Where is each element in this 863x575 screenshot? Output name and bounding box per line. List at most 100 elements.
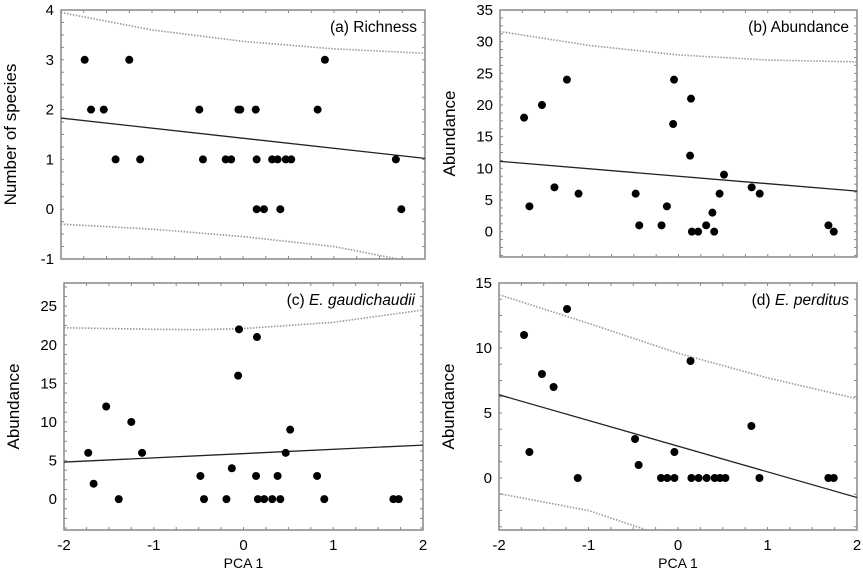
data-point — [397, 205, 406, 214]
data-point — [747, 183, 756, 192]
data-point — [662, 202, 671, 211]
data-point — [268, 495, 277, 504]
data-point — [287, 155, 296, 164]
y-tick-label: 15 — [476, 129, 493, 146]
panel-title-prefix: (b) — [748, 19, 770, 36]
y-axis-title: Abundance — [439, 363, 458, 449]
data-point — [252, 205, 261, 214]
data-point — [747, 422, 756, 430]
data-point — [686, 94, 695, 103]
data-point — [573, 474, 582, 482]
data-point — [252, 471, 261, 480]
y-tick-label: 5 — [484, 405, 492, 422]
y-tick-label: 0 — [49, 491, 57, 508]
confidence-band-lower — [499, 492, 647, 530]
y-tick-label: 3 — [46, 52, 54, 69]
data-point — [80, 55, 89, 64]
confidence-band-upper — [61, 11, 425, 55]
y-tick-label: 5 — [485, 192, 493, 209]
y-tick-label: 10 — [475, 340, 492, 357]
data-point — [114, 495, 123, 504]
data-point — [721, 474, 730, 482]
data-point — [686, 357, 695, 365]
data-point — [687, 474, 696, 482]
data-point — [562, 75, 571, 84]
plot-area — [499, 293, 857, 530]
panel-title-main: Richness — [353, 19, 417, 36]
panel-title-main: Abundance — [771, 19, 849, 36]
panel-title-prefix: (d) — [752, 292, 775, 309]
x-tick-label: -1 — [147, 537, 160, 554]
plot-area — [500, 30, 857, 236]
data-point — [87, 105, 96, 114]
confidence-band-lower — [61, 223, 398, 259]
data-point — [125, 55, 134, 64]
data-point — [235, 325, 244, 334]
y-tick-label: 0 — [46, 201, 54, 218]
panel-title-main: E. perditus — [775, 292, 849, 309]
data-point — [84, 448, 93, 457]
data-point — [520, 113, 529, 122]
data-point — [634, 461, 643, 469]
data-point — [281, 448, 290, 457]
confidence-band-upper — [500, 30, 857, 63]
data-point — [670, 75, 679, 84]
data-point — [702, 221, 711, 230]
data-point — [574, 189, 583, 198]
data-point — [320, 495, 329, 504]
data-point — [663, 474, 672, 482]
data-point — [520, 331, 529, 339]
y-tick-label: 0 — [484, 470, 492, 487]
x-tick-label: 1 — [329, 537, 337, 554]
data-point — [669, 120, 678, 128]
data-point — [273, 471, 282, 480]
plot-frame — [499, 9, 858, 258]
panel-c: 0 5 10 15 20 25 -2 -1 0 1 2 PCA 1 Abundance (c) E. ga… — [4, 282, 427, 571]
plot-area — [61, 11, 425, 259]
confidence-band-upper — [499, 293, 857, 400]
data-point — [656, 474, 665, 482]
data-point — [549, 383, 558, 391]
regression-line — [61, 117, 425, 160]
data-point — [708, 208, 717, 217]
data-point — [537, 101, 546, 109]
data-point — [227, 464, 236, 473]
data-point — [537, 370, 546, 378]
data-point — [394, 495, 403, 504]
x-tick-label: 2 — [419, 537, 427, 554]
panel-title: (d) E. perditus — [752, 292, 850, 309]
panel-title: (a) Richness — [330, 19, 417, 36]
y-tick-label: 10 — [40, 414, 57, 431]
data-point — [200, 495, 209, 504]
data-point — [136, 155, 145, 164]
data-point — [755, 189, 764, 198]
x-tick-label: -1 — [582, 537, 595, 554]
x-tick-label: 0 — [674, 537, 682, 554]
data-point — [195, 105, 204, 114]
x-tick-label: -2 — [492, 537, 505, 554]
data-point — [702, 474, 711, 482]
data-point — [234, 371, 243, 380]
data-point — [670, 448, 679, 456]
y-axis-title: Number of species — [1, 64, 20, 206]
data-point — [391, 155, 400, 164]
x-axis-title: PCA 1 — [224, 555, 264, 571]
y-tick-label: 20 — [40, 337, 57, 354]
panel-d: 0 5 10 15 -2 -1 0 1 2 PCA 1 Abundance (d) E. perdit… — [439, 275, 861, 571]
panel-title: (b) Abundance — [748, 19, 849, 36]
data-point — [127, 417, 136, 426]
data-point — [251, 105, 260, 114]
data-point — [563, 305, 572, 313]
data-point — [273, 155, 282, 164]
data-point — [631, 435, 640, 443]
data-point — [252, 333, 261, 342]
y-axis-title: Abundance — [440, 90, 459, 176]
data-point — [276, 495, 285, 504]
y-axis-title: Abundance — [4, 363, 23, 449]
data-point — [694, 227, 703, 236]
data-point — [657, 221, 666, 230]
data-point — [260, 495, 269, 504]
data-point — [138, 448, 147, 457]
data-point — [635, 221, 644, 230]
